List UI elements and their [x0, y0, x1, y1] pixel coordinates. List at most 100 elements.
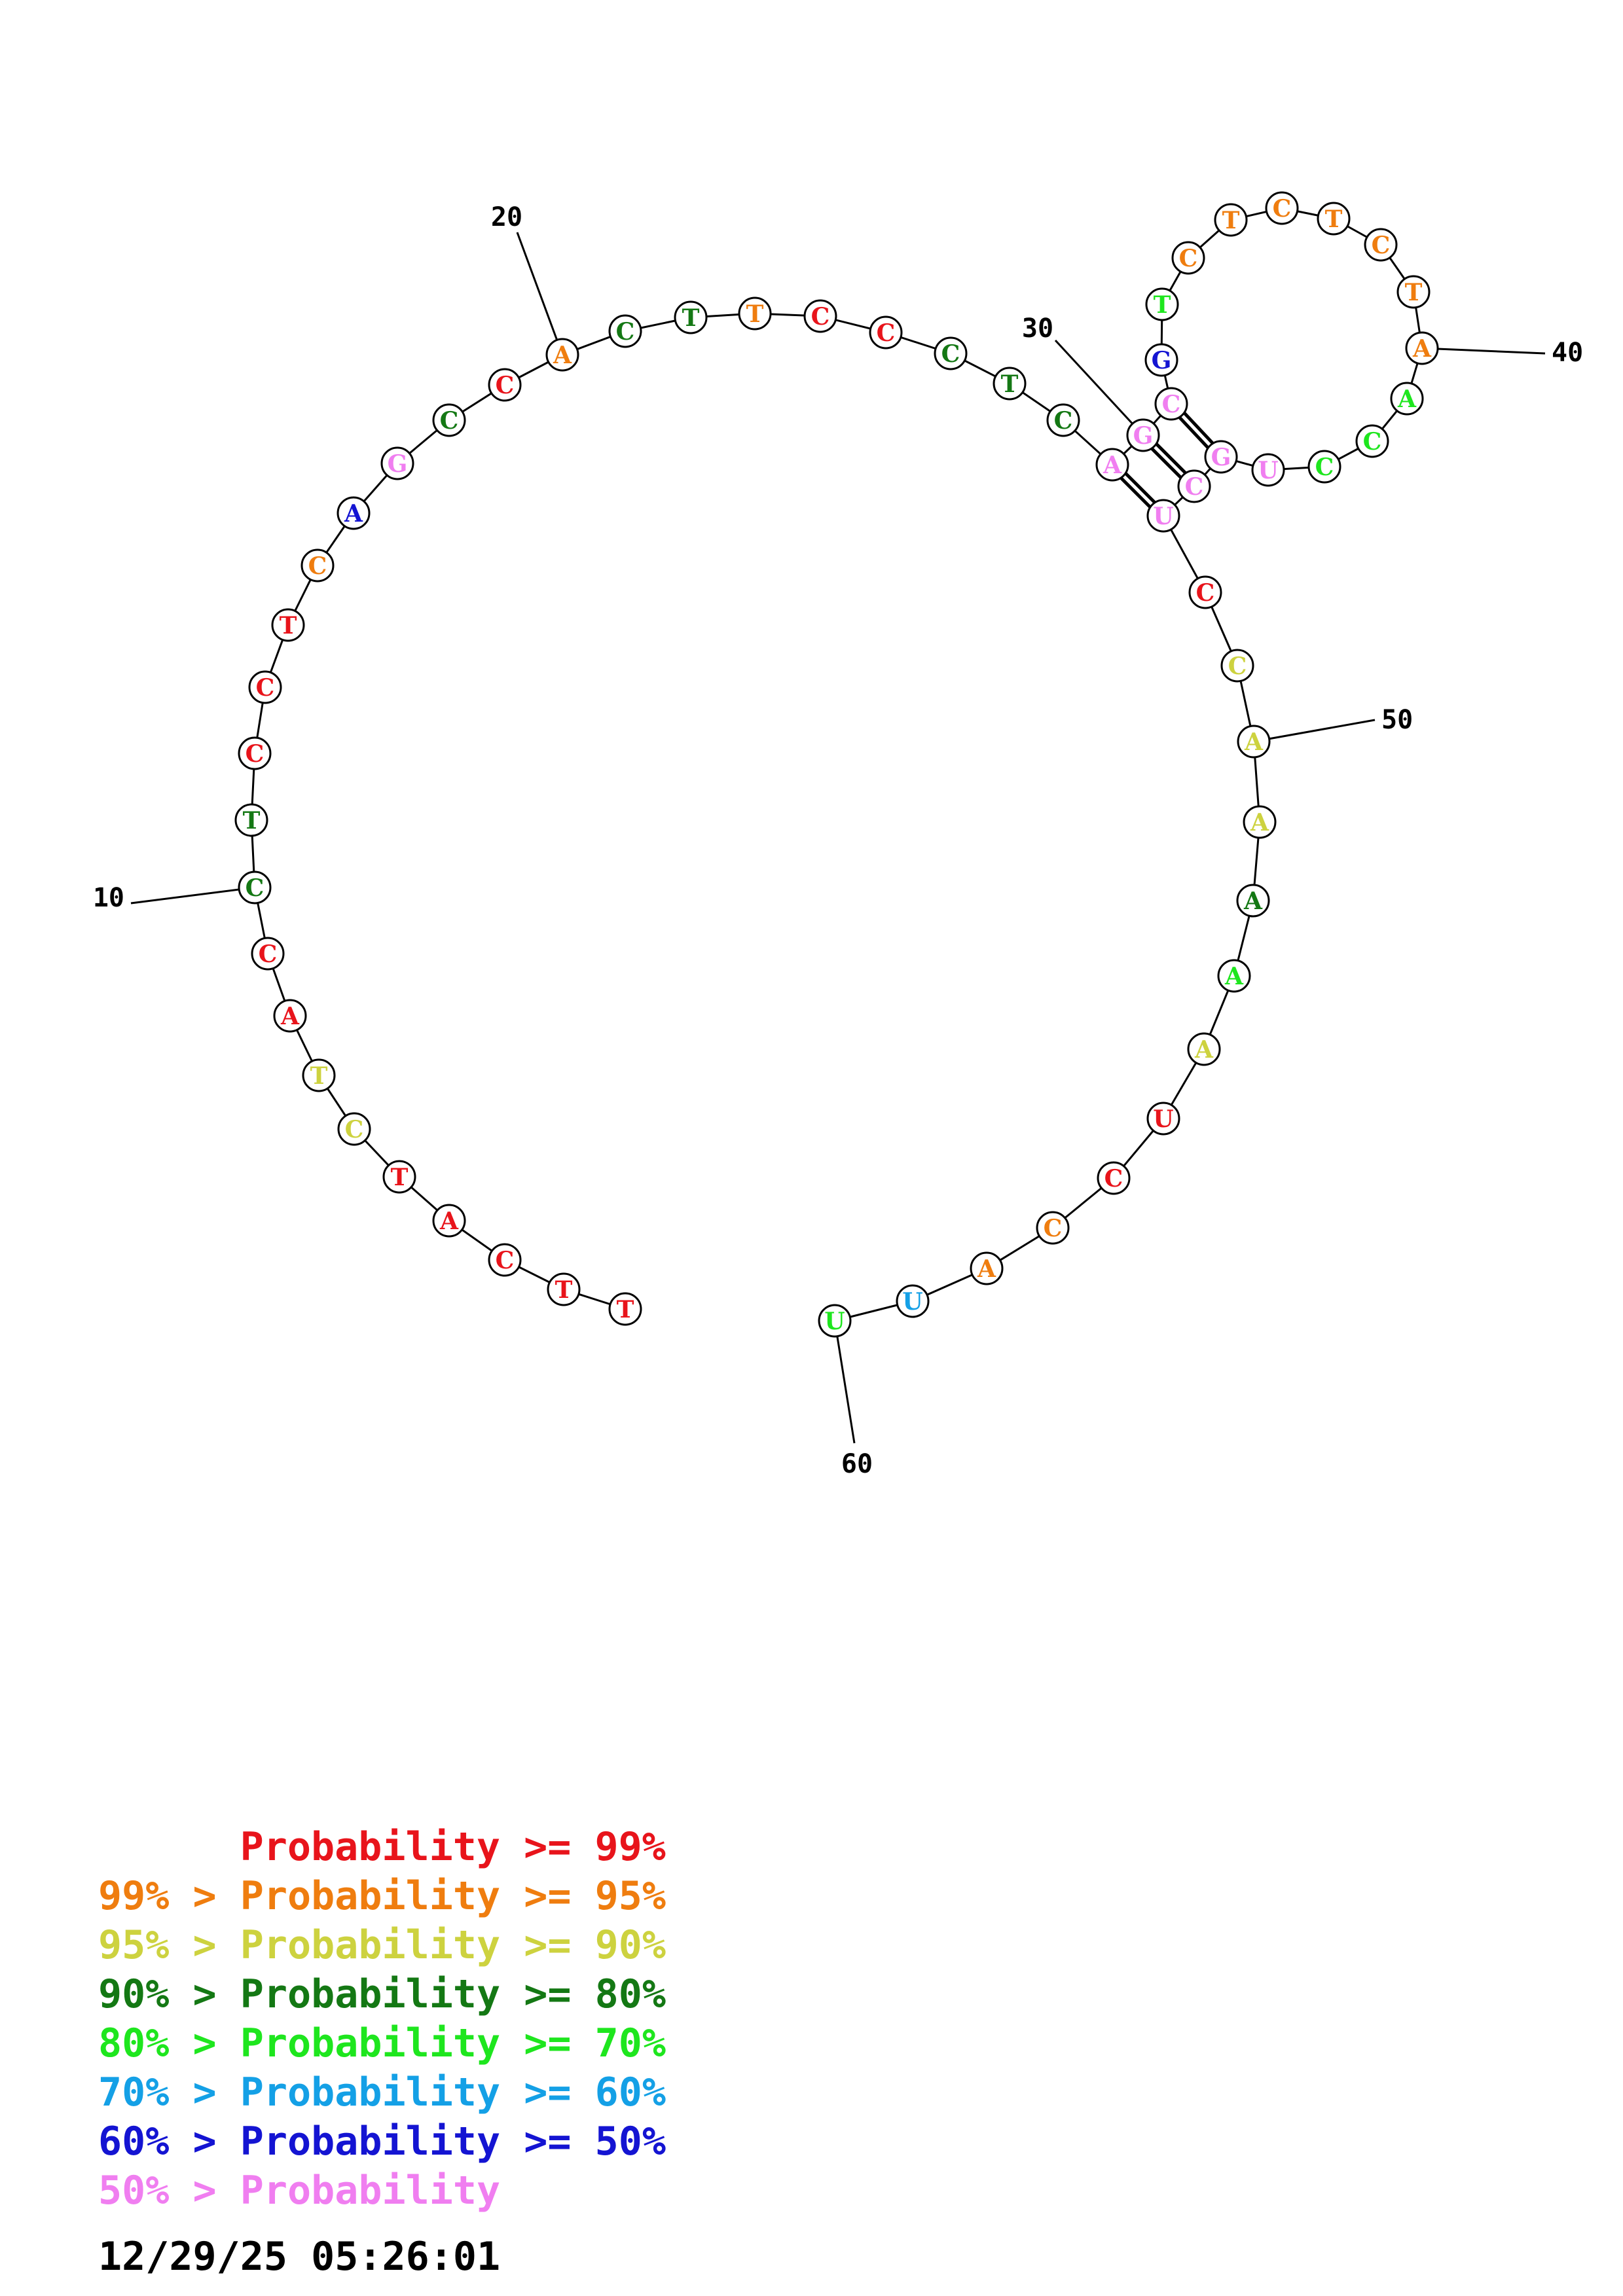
nucleotide-circle [818, 1304, 852, 1338]
nucleotide-letter: C [1044, 1215, 1063, 1242]
nucleotide-34: C [1171, 241, 1205, 275]
nucleotide-circle [1187, 1032, 1221, 1066]
nucleotide-15: C [301, 548, 335, 583]
nucleotide-letter: T [555, 1276, 573, 1304]
nucleotide-48: C [1188, 575, 1222, 609]
nucleotide-44: U [1251, 453, 1285, 487]
nucleotide-24: C [803, 299, 837, 333]
nucleotide-circle [674, 300, 708, 334]
nucleotide-3: C [488, 1243, 522, 1277]
nucleotide-circle [1146, 499, 1180, 533]
nucleotide-letter: C [440, 407, 459, 435]
nucleotide-letter: C [246, 740, 264, 768]
nucleotide-26: C [934, 336, 968, 370]
nucleotide-6: C [337, 1112, 371, 1146]
nucleotide-36: C [1265, 191, 1299, 225]
position-label: 20 [491, 202, 522, 232]
nucleotide-9: C [251, 937, 285, 971]
nucleotide-circle [738, 296, 772, 331]
nucleotide-letter: T [280, 612, 297, 639]
nucleotide-33: T [1145, 287, 1179, 321]
nucleotide-letter: A [344, 500, 363, 528]
label-leader-line [516, 232, 564, 355]
nucleotide-circle [238, 870, 272, 905]
position-label: 60 [841, 1449, 873, 1479]
nucleotide-letter: C [256, 674, 275, 702]
nucleotide-2: T [547, 1272, 581, 1306]
label-leader-line [130, 886, 255, 905]
nucleotide-47: U [1146, 499, 1180, 533]
nucleotide-circle [1146, 1102, 1180, 1136]
nucleotide-45: G [1204, 440, 1238, 474]
nucleotide-37: T [1317, 202, 1351, 236]
nucleotide-circle [1145, 287, 1179, 321]
nucleotide-letter: C [1179, 245, 1198, 272]
nucleotide-58: A [970, 1251, 1004, 1285]
nucleotide-41: A [1390, 382, 1424, 416]
position-label: 40 [1552, 338, 1583, 368]
nucleotide-25: C [869, 315, 903, 350]
nucleotide-letter: C [1273, 195, 1292, 223]
nucleotide-29: A [1095, 448, 1129, 482]
nucleotide-letter: C [616, 318, 635, 346]
nucleotide-circle [1236, 884, 1270, 918]
nucleotide-letter: C [496, 372, 515, 399]
nucleotide-letter: C [877, 319, 896, 347]
nucleotide-letter: C [1363, 428, 1382, 456]
nucleotide-letter: U [902, 1288, 922, 1316]
nucleotide-39: T [1396, 275, 1431, 309]
nucleotide-42: C [1355, 424, 1389, 458]
nucleotide-letter: C [1372, 232, 1391, 259]
nucleotide-circle [337, 496, 371, 530]
nucleotide-10: C [238, 870, 272, 905]
nucleotide-letter: T [1154, 291, 1171, 319]
label-leader-line [1054, 339, 1144, 437]
nucleotide-letter: T [682, 304, 700, 332]
nucleotide-circle [1188, 575, 1222, 609]
nucleotide-letter: A [977, 1255, 996, 1283]
label-leader-line [1421, 347, 1546, 355]
nucleotide-circle [234, 803, 268, 837]
nucleotide-27: T [993, 367, 1027, 401]
nucleotide-circle [1097, 1161, 1131, 1195]
nucleotide-38: C [1364, 228, 1398, 262]
nucleotide-circle [1095, 448, 1129, 482]
nucleotide-letter: T [1222, 207, 1240, 234]
nucleotide-8: A [273, 999, 307, 1033]
position-label: 30 [1022, 314, 1053, 344]
nucleotide-28: C [1046, 403, 1080, 437]
nucleotide-circle [271, 608, 305, 642]
nucleotide-49: C [1220, 649, 1254, 683]
nucleotide-circle [1154, 387, 1188, 421]
nucleotide-circle [1317, 202, 1351, 236]
nucleotide-46: C [1177, 469, 1211, 503]
nucleotide-letter: T [746, 300, 764, 328]
nucleotide-17: G [380, 446, 414, 480]
nucleotide-16: A [337, 496, 371, 530]
nucleotide-letter: C [1315, 454, 1334, 481]
nucleotide-letter: C [1228, 653, 1247, 680]
nucleotide-circle [1364, 228, 1398, 262]
nucleotide-letter: A [553, 342, 572, 369]
nucleotide-letter: G [1211, 444, 1231, 471]
nucleotide-circle [488, 1243, 522, 1277]
nucleotide-circle [1237, 725, 1271, 759]
nucleotide-letter: C [1185, 473, 1204, 501]
nucleotide-circle [248, 670, 282, 704]
nucleotide-letter: G [1133, 422, 1154, 450]
nucleotide-35: T [1214, 203, 1248, 237]
nucleotide-circle [301, 548, 335, 583]
nucleotide-21: C [608, 314, 642, 348]
nucleotide-52: A [1236, 884, 1270, 918]
nucleotide-letter: U [1153, 1105, 1173, 1133]
nucleotide-circle [302, 1058, 336, 1092]
nucleotide-letter: C [1054, 407, 1073, 435]
nucleotide-54: A [1187, 1032, 1221, 1066]
nucleotide-letter: C [246, 874, 264, 902]
nucleotide-letter: C [496, 1247, 515, 1274]
nucleotide-letter: A [1397, 386, 1417, 413]
nucleotide-letter: A [1243, 888, 1263, 915]
nucleotide-circle [1144, 343, 1178, 377]
nucleotide-letter: C [259, 941, 278, 968]
